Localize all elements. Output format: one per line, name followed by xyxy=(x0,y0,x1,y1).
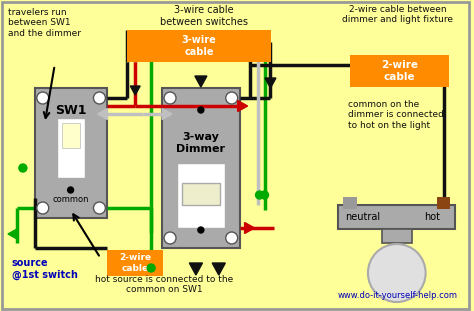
Text: neutral: neutral xyxy=(346,212,381,222)
Bar xyxy=(182,183,220,205)
Circle shape xyxy=(147,264,155,272)
Polygon shape xyxy=(8,229,17,239)
Circle shape xyxy=(255,191,264,199)
Text: SW1: SW1 xyxy=(55,104,86,117)
Text: common: common xyxy=(52,196,89,205)
Bar xyxy=(350,55,449,87)
Bar xyxy=(62,123,80,148)
Polygon shape xyxy=(212,263,225,275)
Ellipse shape xyxy=(368,244,426,302)
Text: source
@1st switch: source @1st switch xyxy=(12,258,78,280)
Bar xyxy=(382,229,412,243)
Polygon shape xyxy=(265,78,276,88)
Text: www.do-it-yourself-help.com: www.do-it-yourself-help.com xyxy=(338,291,458,300)
Text: 3-way
Dimmer: 3-way Dimmer xyxy=(176,132,225,154)
Polygon shape xyxy=(162,109,172,119)
Text: common on the
dimmer is connected
to hot on the light: common on the dimmer is connected to hot… xyxy=(348,100,444,130)
Polygon shape xyxy=(195,76,207,87)
Text: 2-wire cable between
dimmer and light fixture: 2-wire cable between dimmer and light fi… xyxy=(342,5,453,24)
Bar xyxy=(57,118,84,178)
Text: 3-wire
cable: 3-wire cable xyxy=(182,35,216,57)
Polygon shape xyxy=(130,86,140,95)
Text: 3-wire cable
between switches: 3-wire cable between switches xyxy=(160,5,248,27)
Circle shape xyxy=(198,107,204,113)
Text: travelers run
between SW1
and the dimmer: travelers run between SW1 and the dimmer xyxy=(8,8,81,38)
Bar xyxy=(437,197,450,209)
Polygon shape xyxy=(98,109,108,119)
Text: 2-wire
cable: 2-wire cable xyxy=(381,60,418,82)
Circle shape xyxy=(261,191,268,199)
Circle shape xyxy=(37,92,49,104)
Bar xyxy=(128,30,272,62)
Bar xyxy=(108,250,163,276)
Bar xyxy=(343,197,357,209)
Circle shape xyxy=(93,202,105,214)
Bar xyxy=(35,88,108,218)
Circle shape xyxy=(68,187,73,193)
Polygon shape xyxy=(189,263,202,275)
Bar xyxy=(338,205,456,229)
Bar xyxy=(177,163,225,228)
Circle shape xyxy=(19,164,27,172)
Circle shape xyxy=(226,232,237,244)
Circle shape xyxy=(226,92,237,104)
Circle shape xyxy=(164,232,176,244)
Circle shape xyxy=(164,92,176,104)
Circle shape xyxy=(198,227,204,233)
Text: hot: hot xyxy=(425,212,440,222)
Text: hot source is connected to the
common on SW1: hot source is connected to the common on… xyxy=(95,275,233,295)
Polygon shape xyxy=(245,222,255,234)
Circle shape xyxy=(37,202,49,214)
Text: 2-wire
cable: 2-wire cable xyxy=(119,253,151,273)
Bar xyxy=(162,88,240,248)
Circle shape xyxy=(93,92,105,104)
Polygon shape xyxy=(237,100,247,112)
